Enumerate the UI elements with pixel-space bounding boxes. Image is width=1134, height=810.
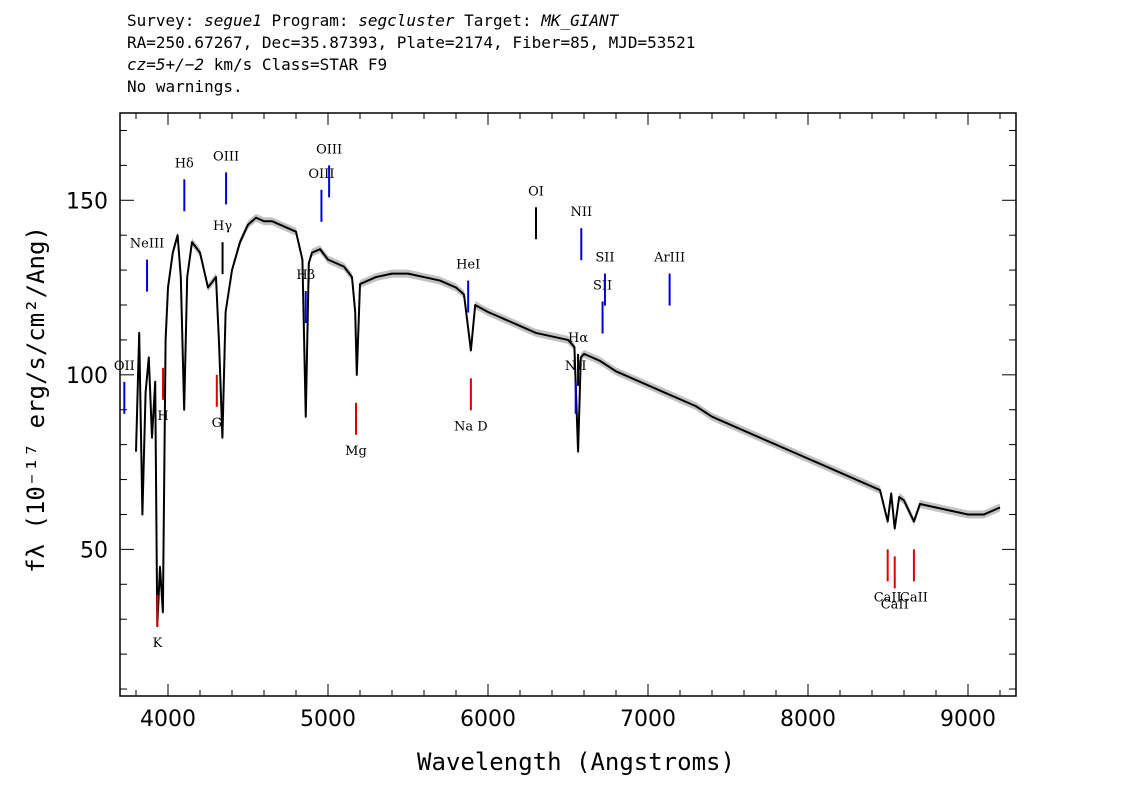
spectral-line-label: ArIII	[653, 251, 685, 266]
spectral-line-label: NeIII	[130, 237, 164, 252]
spectral-line-label: CaII	[881, 597, 909, 612]
spectral-line-label: OIII	[308, 167, 334, 182]
spectral-line-label: OI	[528, 184, 544, 199]
y-tick-label: 50	[80, 538, 108, 563]
spectral-line-label: OIII	[316, 142, 342, 157]
spectral-line-label: Na D	[454, 419, 488, 434]
y-tick-label: 150	[66, 189, 108, 214]
survey-label: Survey:	[127, 11, 205, 30]
x-tick-label: 6000	[460, 707, 516, 732]
spectral-line-label: Hα	[568, 331, 588, 346]
spectral-line-label: OIII	[213, 149, 239, 164]
target-value: MK_GIANT	[541, 11, 619, 30]
spectral-line-label: Hγ	[213, 219, 232, 234]
header-line-redshift: cz=5+/−2 km/s Class=STAR F9	[127, 54, 695, 76]
spectrum-error-band	[136, 213, 1000, 631]
spectral-line-label: K	[153, 636, 163, 651]
x-axis-title: Wavelength (Angstroms)	[417, 748, 735, 776]
spectrum-line	[135, 216, 1001, 628]
spectral-line-label: H	[157, 409, 168, 424]
x-tick-label: 8000	[780, 707, 836, 732]
spectral-line-label: OII	[114, 359, 135, 374]
spectral-line-label: Hβ	[296, 268, 315, 283]
spectral-line-label: SII	[595, 251, 614, 266]
spectral-line-label: Hδ	[175, 156, 194, 171]
program-value: segcluster	[358, 11, 455, 30]
redshift-value: cz=5+/−2	[127, 55, 205, 74]
header-line-warnings: No warnings.	[127, 77, 243, 96]
survey-value: segue1	[204, 11, 262, 30]
spectral-line-label: CaII	[874, 590, 902, 605]
redshift-rest: km/s Class=STAR F9	[204, 55, 388, 74]
spectrum-header: Survey: segue1 Program: segcluster Targe…	[127, 10, 695, 98]
x-tick-label: 5000	[300, 707, 356, 732]
target-label: Target:	[454, 11, 542, 30]
x-tick-label: 9000	[940, 707, 996, 732]
x-tick-label: 4000	[140, 707, 196, 732]
x-tick-label: 7000	[620, 707, 676, 732]
spectral-line-label: CaII	[900, 590, 928, 605]
spectral-line-label: G	[212, 416, 222, 431]
plot-frame	[119, 112, 1017, 697]
spectral-line-label: NII	[565, 359, 587, 374]
spectral-line-label: SII	[593, 279, 612, 294]
spectral-line-label: HeI	[456, 258, 480, 273]
spectral-line-label: NII	[570, 205, 592, 220]
y-axis-title: fλ (10⁻¹⁷ erg/s/cm²/Ang)	[22, 226, 50, 573]
header-line-coordinates: RA=250.67267, Dec=35.87393, Plate=2174, …	[127, 33, 696, 52]
header-line-survey: Survey: segue1 Program: segcluster Targe…	[127, 10, 695, 32]
program-label: Program:	[261, 11, 359, 30]
y-tick-label: 100	[66, 364, 108, 389]
spectral-line-label: Mg	[345, 444, 367, 459]
